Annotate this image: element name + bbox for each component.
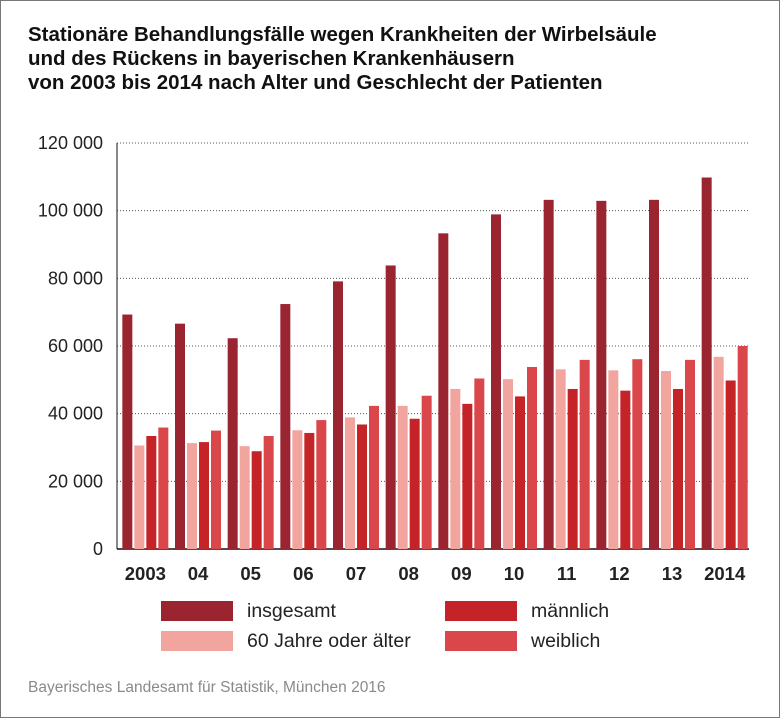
legend-swatch-maennlich — [445, 601, 517, 621]
x-tick-label: 05 — [240, 563, 261, 584]
bar-weiblich-09 — [474, 378, 485, 549]
bar-maennlich-10 — [515, 396, 525, 549]
chart-legend: insgesamt männlich 60 Jahre oder älter w… — [161, 599, 761, 657]
bar-insgesamt-07 — [333, 281, 343, 549]
bar-insgesamt-2014 — [701, 177, 712, 549]
source-note: Bayerisches Landesamt für Statistik, Mün… — [28, 679, 386, 696]
bar-maennlich-2014 — [725, 380, 736, 549]
bar-sixty_plus-08 — [397, 405, 408, 549]
bar-weiblich-12 — [632, 359, 643, 549]
legend-item-weiblich: weiblich — [445, 629, 601, 652]
bar-insgesamt-2003 — [122, 314, 133, 549]
bar-sixty_plus-2003 — [134, 445, 145, 549]
y-tick-label: 100 000 — [38, 201, 103, 221]
x-tick-label: 04 — [188, 563, 209, 584]
bar-maennlich-07 — [357, 424, 367, 549]
x-tick-label: 11 — [557, 563, 577, 584]
legend-label-maennlich: männlich — [531, 599, 610, 622]
bar-weiblich-10 — [527, 366, 537, 549]
legend-item-maennlich: männlich — [445, 599, 610, 622]
bar-maennlich-05 — [251, 451, 262, 549]
bar-insgesamt-09 — [438, 233, 449, 549]
legend-label-weiblich: weiblich — [531, 629, 601, 652]
bar-sixty_plus-04 — [187, 443, 197, 549]
bar-weiblich-04 — [211, 430, 221, 549]
y-tick-label: 120 000 — [38, 133, 103, 153]
bar-chart: 0 20 000 40 000 60 000 80 000 100 000 120 000 2… — [38, 133, 749, 584]
x-tick-label: 06 — [293, 563, 314, 584]
bar-weiblich-05 — [263, 435, 274, 549]
legend-label-insgesamt: insgesamt — [247, 599, 336, 622]
legend-item-insgesamt: insgesamt — [161, 599, 336, 622]
x-tick-label: 13 — [662, 563, 683, 584]
bar-weiblich-08 — [421, 395, 432, 549]
bar-insgesamt-10 — [491, 214, 501, 549]
chart-title-line-3: von 2003 bis 2014 nach Alter und Geschle… — [28, 71, 603, 94]
bar-weiblich-06 — [316, 420, 327, 549]
legend-swatch-insgesamt — [161, 601, 233, 621]
bar-insgesamt-13 — [649, 199, 659, 549]
bar-sixty_plus-05 — [239, 446, 250, 549]
bar-maennlich-11 — [567, 388, 578, 549]
bar-sixty_plus-2014 — [713, 356, 724, 549]
legend-swatch-weiblich — [445, 631, 517, 651]
bar-sixty_plus-12 — [608, 370, 619, 549]
bar-insgesamt-08 — [385, 265, 396, 549]
bar-insgesamt-04 — [175, 323, 185, 549]
legend-swatch-sixty-plus — [161, 631, 233, 651]
x-tick-label: 2014 — [704, 563, 746, 584]
bar-maennlich-13 — [673, 388, 683, 549]
legend-item-sixty-plus: 60 Jahre oder älter — [161, 629, 411, 652]
bar-weiblich-07 — [369, 405, 379, 549]
x-tick-label: 12 — [609, 563, 630, 584]
y-tick-label: 60 000 — [48, 336, 103, 356]
bar-insgesamt-12 — [596, 200, 607, 550]
y-tick-label: 20 000 — [48, 471, 103, 491]
bar-weiblich-13 — [685, 359, 695, 549]
bar-weiblich-11 — [579, 359, 590, 549]
y-tick-label: 80 000 — [48, 268, 103, 288]
legend-label-sixty-plus: 60 Jahre oder älter — [247, 629, 411, 652]
bar-weiblich-2003 — [158, 427, 169, 549]
y-tick-label: 40 000 — [48, 404, 103, 424]
bar-sixty_plus-11 — [555, 369, 566, 549]
bar-weiblich-2014 — [737, 346, 748, 549]
bar-sixty_plus-09 — [450, 388, 461, 549]
bar-sixty_plus-07 — [345, 417, 355, 549]
x-tick-label: 10 — [504, 563, 525, 584]
bar-maennlich-08 — [409, 418, 420, 549]
bar-maennlich-09 — [462, 403, 473, 549]
chart-title-line-1: Stationäre Behandlungsfälle wegen Krankh… — [28, 23, 657, 46]
bar-insgesamt-06 — [280, 304, 291, 549]
bar-maennlich-06 — [304, 432, 315, 549]
bar-sixty_plus-06 — [292, 430, 303, 549]
bar-sixty_plus-10 — [503, 379, 513, 549]
x-tick-label: 09 — [451, 563, 472, 584]
bar-maennlich-12 — [620, 390, 631, 549]
bar-maennlich-04 — [199, 442, 209, 549]
chart-title-line-2: und des Rückens in bayerischen Krankenhä… — [28, 47, 515, 70]
y-tick-label: 0 — [93, 539, 103, 559]
bar-insgesamt-05 — [227, 338, 238, 549]
bar-maennlich-2003 — [146, 435, 157, 549]
x-tick-label: 07 — [346, 563, 367, 584]
x-tick-label: 08 — [398, 563, 419, 584]
x-tick-label: 2003 — [125, 563, 166, 584]
bar-sixty_plus-13 — [661, 371, 671, 549]
chart-title: Stationäre Behandlungsfälle wegen Krankh… — [28, 23, 768, 95]
bar-insgesamt-11 — [543, 199, 554, 549]
